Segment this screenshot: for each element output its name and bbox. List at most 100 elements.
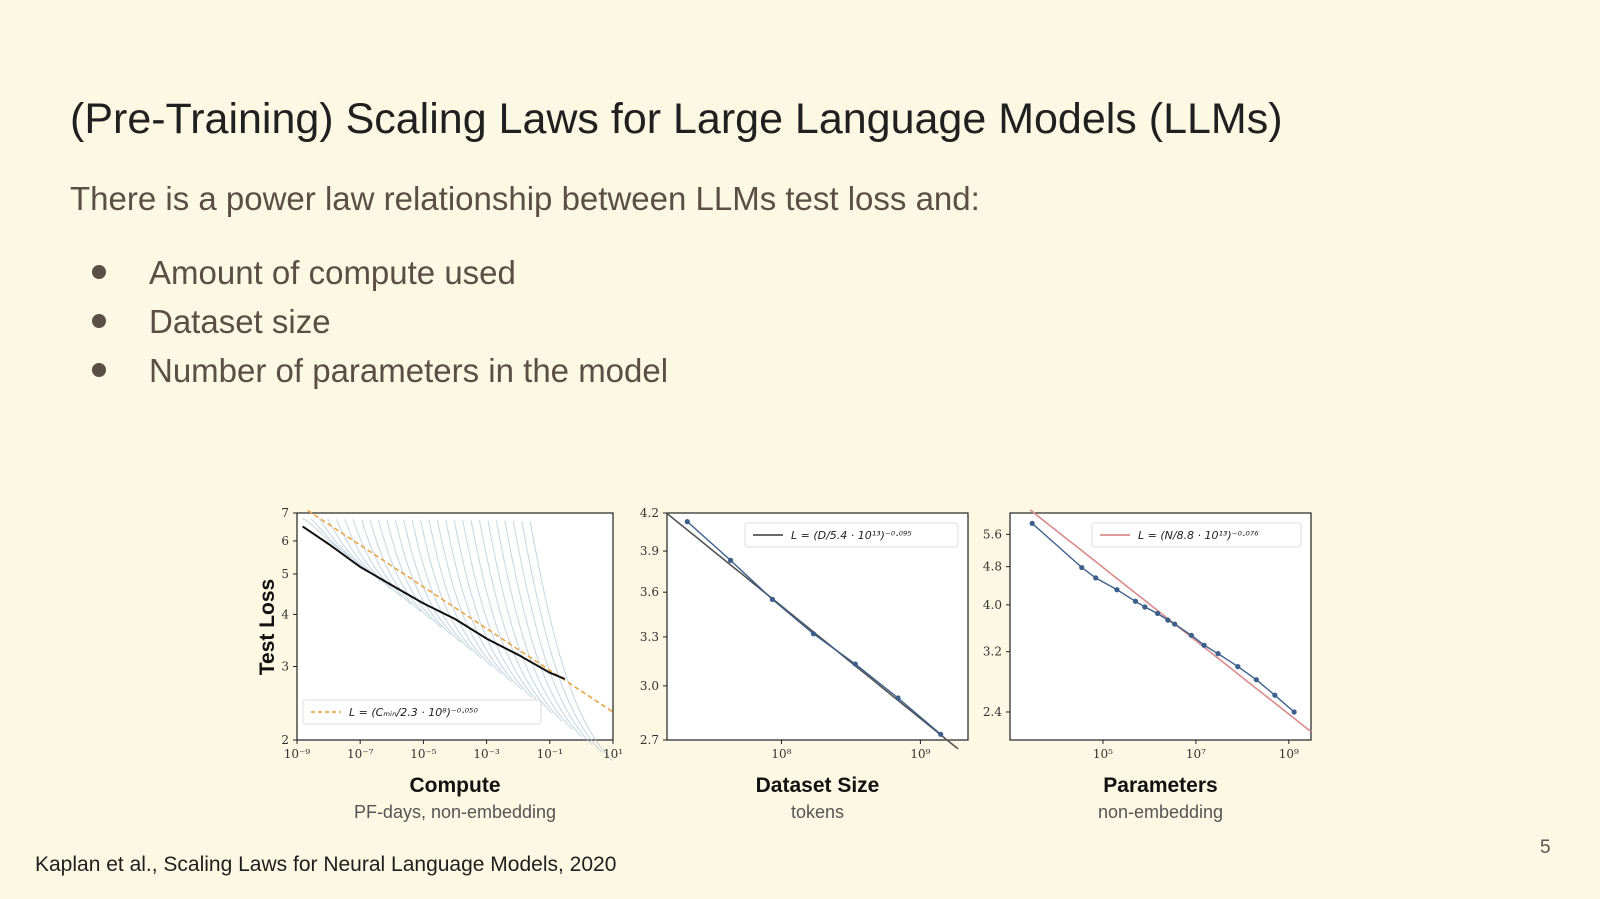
- x-axis-subtitle: tokens: [791, 802, 844, 822]
- legend-box: [1091, 522, 1302, 548]
- data-point: [769, 596, 775, 602]
- plot-area: [1009, 512, 1312, 741]
- legend-label: L = (D/5.4 · 10¹³)⁻⁰·⁰⁹⁵: [791, 529, 912, 542]
- x-tick-label: 10⁻¹: [537, 747, 563, 761]
- training-run-curve: [327, 518, 372, 574]
- y-tick-label: 5.6: [983, 527, 1002, 541]
- training-run-curve: [453, 520, 523, 690]
- legend-label: L = (Cₘᵢₙ/2.3 · 10⁸)⁻⁰·⁰⁵⁰: [349, 706, 478, 719]
- legend-box: [302, 699, 542, 725]
- compute-frontier-line: [302, 525, 566, 680]
- bullet-dot-icon: [92, 265, 106, 280]
- data-point: [1093, 575, 1099, 581]
- data-point: [1142, 604, 1148, 610]
- bullet-item-dataset: Dataset size: [92, 301, 668, 350]
- x-tick-label: 10⁷: [1186, 747, 1206, 761]
- data-point: [895, 695, 901, 701]
- data-point: [1291, 709, 1297, 715]
- chart-compute: 10⁻⁹ 10⁻⁷ 10⁻⁵ 10⁻³ 10⁻¹ 10¹ 2 3 4 5 6 7 Compute PF-d…: [256, 506, 623, 822]
- training-run-curve: [344, 519, 392, 590]
- y-tick-label: 4.0: [983, 598, 1002, 612]
- data-point: [1114, 587, 1120, 593]
- data-point: [1188, 632, 1194, 638]
- training-run-curve: [403, 519, 462, 644]
- training-run-curve: [310, 518, 351, 559]
- training-run-curve: [529, 520, 613, 762]
- data-point: [810, 631, 817, 637]
- x-tick-label: 10⁻⁹: [284, 747, 311, 761]
- training-run-curve: [420, 519, 482, 659]
- chart-dataset: 10⁸ 10⁹ 2.7 3.0 3.3 3.6 3.9 4.2 Dataset Size toke…: [640, 506, 969, 822]
- data-point: [1272, 692, 1278, 698]
- data-point: [938, 731, 944, 737]
- training-run-curve: [377, 519, 432, 620]
- training-run-curve: [479, 520, 553, 714]
- x-tick-label: 10⁹: [1279, 747, 1299, 761]
- bullet-item-parameters: Number of parameters in the model: [92, 350, 668, 399]
- bullet-item-compute: Amount of compute used: [92, 252, 668, 301]
- x-axis-subtitle: non-embedding: [1098, 802, 1223, 822]
- x-axis-subtitle: PF-days, non-embedding: [354, 802, 556, 822]
- data-point: [1165, 617, 1171, 623]
- y-tick-label: 2: [281, 733, 289, 747]
- data-point: [1029, 520, 1035, 526]
- y-tick-label: 5: [281, 567, 289, 581]
- data-point: [1172, 621, 1178, 627]
- y-tick-label: 7: [281, 506, 289, 520]
- training-run-curve: [462, 520, 533, 698]
- training-run-curve: [386, 519, 442, 628]
- training-run-curve: [487, 520, 563, 722]
- bullet-text: Amount of compute used: [149, 254, 516, 291]
- y-tick-label: 2.7: [640, 733, 659, 747]
- page-number: 5: [1540, 837, 1551, 858]
- x-tick-label: 10¹: [603, 747, 623, 761]
- empirical-line: [1031, 522, 1295, 713]
- training-run-curve: [302, 518, 341, 551]
- x-tick-label: 10⁻⁷: [347, 747, 374, 761]
- data-point: [1201, 642, 1207, 648]
- training-run-curve: [369, 519, 422, 613]
- plot-area: [666, 512, 969, 741]
- y-tick-label: 3.2: [983, 645, 1002, 659]
- power-law-fit-line: [666, 512, 959, 750]
- slide-title: (Pre-Training) Scaling Laws for Large La…: [70, 95, 1283, 143]
- training-run-curve: [512, 520, 593, 746]
- y-tick-label: 4.8: [983, 560, 1002, 574]
- y-tick-label: 4.2: [640, 506, 659, 520]
- bullet-dot-icon: [92, 314, 106, 329]
- data-point: [727, 557, 734, 563]
- training-run-curve: [394, 519, 452, 636]
- y-tick-label: 3.0: [640, 679, 659, 693]
- data-point: [1079, 564, 1085, 571]
- chart-parameters: 10⁵ 10⁷ 10⁹ 2.4 3.2 4.0 4.8 5.6 Parameters non-em…: [983, 509, 1312, 822]
- data-point: [1154, 610, 1161, 617]
- legend-box: [744, 522, 959, 548]
- bullet-dot-icon: [92, 363, 106, 378]
- training-run-curve: [445, 520, 512, 683]
- x-tick-label: 10⁸: [771, 747, 791, 761]
- bullet-list: Amount of compute used Dataset size Numb…: [92, 252, 668, 399]
- training-run-curve: [470, 520, 543, 706]
- x-tick-label: 10⁹: [910, 747, 930, 761]
- data-point: [1215, 651, 1221, 657]
- training-run-curve: [436, 519, 502, 675]
- legend-label: L = (N/8.8 · 10¹³)⁻⁰·⁰⁷⁶: [1138, 529, 1259, 542]
- bullet-text: Number of parameters in the model: [149, 352, 669, 389]
- power-law-fit-line: [1029, 509, 1312, 733]
- training-run-curve: [504, 520, 583, 738]
- data-point: [1132, 598, 1139, 604]
- training-run-curve: [318, 518, 361, 566]
- y-tick-label: 3.3: [640, 630, 659, 644]
- training-run-curve: [521, 520, 603, 754]
- x-tick-label: 10⁻³: [473, 747, 500, 761]
- y-tick-label: 6: [281, 534, 289, 548]
- training-run-curve: [428, 519, 492, 667]
- x-axis-title: Dataset Size: [756, 774, 880, 797]
- data-point: [684, 519, 690, 525]
- y-tick-label: 3.6: [640, 585, 659, 599]
- data-point: [852, 661, 858, 667]
- y-tick-label: 2.4: [983, 705, 1002, 719]
- x-tick-label: 10⁻⁵: [410, 747, 437, 761]
- y-axis-title: Test Loss: [256, 579, 279, 675]
